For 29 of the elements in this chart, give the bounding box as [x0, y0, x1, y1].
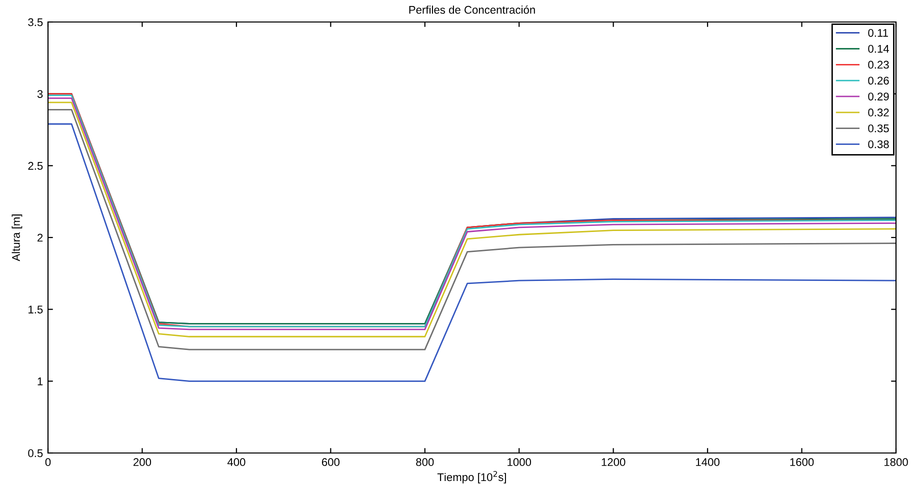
x-tick-label: 600 — [322, 458, 340, 466]
x-tick-label: 1200 — [602, 458, 626, 466]
chart-title: Perfiles de Concentración — [409, 5, 535, 14]
legend-label: 0.35 — [868, 124, 889, 132]
x-tick-label: 800 — [416, 458, 434, 466]
x-tick-label: 1400 — [696, 458, 720, 466]
y-axis-title: Altura [m] — [12, 214, 22, 262]
y-tick-label: 3.5 — [28, 18, 43, 26]
line-series — [48, 123, 896, 382]
legend-label: 0.11 — [868, 28, 888, 37]
legend-label: 0.26 — [868, 76, 889, 85]
x-tick-label: 1000 — [508, 458, 532, 466]
y-tick-label: 1 — [38, 378, 43, 386]
legend-label: 0.32 — [868, 108, 889, 116]
y-tick-label: 1.5 — [28, 306, 43, 314]
legend-label: 0.29 — [868, 92, 889, 100]
y-tick-label: 2 — [38, 234, 43, 242]
x-tick-label: 1800 — [884, 458, 908, 466]
legend-label: 0.14 — [868, 44, 890, 53]
x-axis-title: Tiempo [10$^{2}$s] — [437, 470, 506, 484]
legend-label: 0.23 — [868, 60, 889, 69]
y-tick-label: 0.5 — [28, 449, 43, 458]
x-tick-label: 200 — [134, 458, 152, 466]
x-tick-label: 0 — [45, 458, 51, 466]
y-tick-label: 2.5 — [28, 162, 43, 170]
x-tick-label: 400 — [227, 458, 246, 466]
x-tick-label: 1600 — [790, 458, 814, 466]
legend-label: 0.38 — [868, 140, 889, 148]
y-tick-label: 3 — [37, 90, 43, 98]
